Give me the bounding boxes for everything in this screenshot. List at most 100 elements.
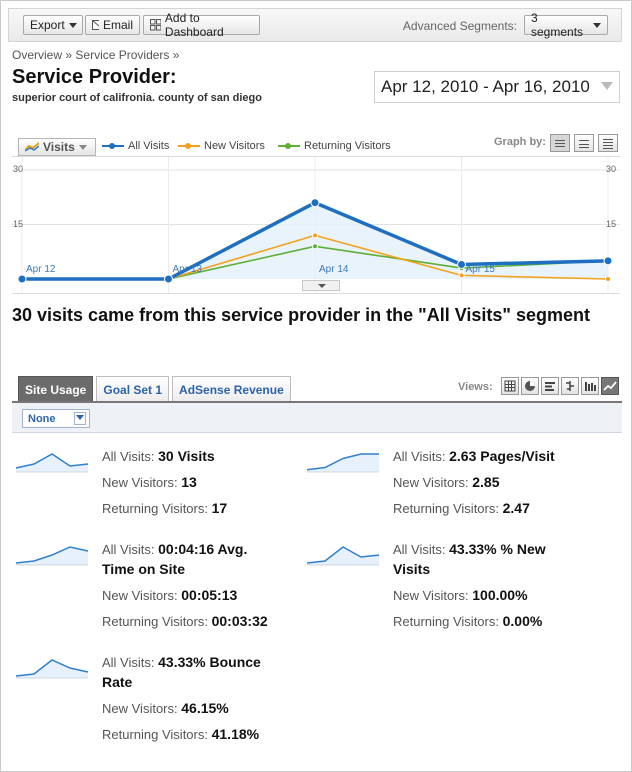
graph-metric-selector[interactable]: Visits	[18, 138, 96, 156]
metric-value: 00:05:13	[181, 587, 238, 603]
graph-by-day-button[interactable]	[550, 134, 570, 152]
metric-label: All Visits:	[102, 542, 155, 557]
pie-view-icon[interactable]	[521, 377, 539, 395]
x-tick-label: Apr 15	[465, 264, 495, 275]
metric-label: New Visitors:	[102, 475, 178, 490]
data-point	[457, 259, 466, 269]
breadcrumb-service-providers[interactable]: Service Providers	[75, 48, 170, 62]
sparkline-icon[interactable]	[307, 539, 383, 569]
metric-label: New Visitors:	[393, 588, 469, 603]
metric-line: All Visits: 43.33% % New	[393, 539, 546, 560]
metric-label: Returning Visitors:	[393, 501, 499, 516]
metric-line: Time on Site	[102, 559, 185, 580]
views-label: Views:	[458, 381, 493, 393]
legend-label: All Visits	[128, 140, 170, 152]
metric-label: Returning Visitors:	[102, 727, 208, 742]
data-point	[458, 272, 465, 279]
metric-value: 0.00%	[502, 613, 543, 629]
metric-label: Returning Visitors:	[393, 614, 499, 629]
x-tick-label: Apr 14	[319, 264, 349, 275]
legend-swatch-icon	[178, 141, 200, 151]
metric-value: 43.33% Bounce	[158, 654, 261, 670]
metric-line: Returning Visitors: 2.47	[393, 498, 530, 519]
metric-value: 00:03:32	[211, 613, 268, 629]
metric-value: Time on Site	[102, 561, 185, 577]
metric-line: Returning Visitors: 0.00%	[393, 611, 542, 632]
report-toolbar: Export Email Add to Dashboard Advanced S…	[8, 8, 622, 42]
metric-label: Returning Visitors:	[102, 614, 208, 629]
breadcrumb-overview[interactable]: Overview	[12, 48, 63, 62]
performance-view-icon[interactable]	[601, 377, 619, 395]
metric-value: 41.18%	[211, 726, 260, 742]
metric-line: All Visits: 00:04:16 Avg.	[102, 539, 247, 560]
tab-adsense-revenue[interactable]: AdSense Revenue	[172, 376, 291, 402]
data-point	[310, 198, 320, 208]
segments-dropdown[interactable]: 3 segments	[524, 11, 608, 39]
legend-swatch-icon	[102, 141, 124, 151]
bar-view-icon[interactable]	[541, 377, 559, 395]
metric-label: New Visitors:	[102, 701, 178, 716]
export-button[interactable]: Export	[23, 15, 83, 35]
metric-label: All Visits:	[102, 449, 155, 464]
chevron-down-icon	[78, 144, 87, 150]
tab-goal-set-1[interactable]: Goal Set 1	[96, 376, 170, 402]
metric-value: 30 Visits	[158, 448, 215, 464]
metric-line: New Visitors: 13	[102, 472, 197, 493]
term-cloud-view-icon[interactable]	[581, 377, 599, 395]
graph-by-week-button[interactable]	[574, 134, 594, 152]
advanced-segments-label: Advanced Segments:	[402, 19, 517, 33]
collapse-graph-button[interactable]	[302, 280, 340, 291]
table-view-icon[interactable]	[501, 377, 519, 395]
metric-value: 43.33% % New	[449, 541, 546, 557]
data-point	[312, 243, 318, 250]
sparkline-icon[interactable]	[307, 446, 383, 476]
metric-label: New Visitors:	[102, 588, 178, 603]
legend-item[interactable]: Returning Visitors	[278, 140, 391, 152]
series-area	[22, 202, 608, 279]
metric-label: New Visitors:	[393, 475, 469, 490]
legend-label: Returning Visitors	[304, 140, 391, 152]
filter-dropdown[interactable]: None	[22, 409, 90, 428]
metric-line: Rate	[102, 672, 132, 693]
metric-label: All Visits:	[102, 655, 155, 670]
metric-label: Returning Visitors:	[102, 501, 208, 516]
tab-site-usage[interactable]: Site Usage	[18, 376, 94, 402]
metric-value: 17	[211, 500, 228, 516]
metric-label: All Visits:	[393, 449, 446, 464]
legend-item[interactable]: All Visits	[102, 140, 169, 152]
report-tabs: Site Usage Goal Set 1 AdSense Revenue	[18, 376, 291, 402]
export-label: Export	[30, 18, 65, 32]
metric-value: Visits	[393, 561, 431, 577]
metric-line: Returning Visitors: 17	[102, 498, 227, 519]
date-range-picker[interactable]: Apr 12, 2010 - Apr 16, 2010	[374, 71, 620, 103]
date-range-value: Apr 12, 2010 - Apr 16, 2010	[381, 77, 590, 96]
legend-item[interactable]: New Visitors	[178, 140, 265, 152]
add-to-dashboard-button[interactable]: Add to Dashboard	[143, 11, 260, 39]
data-point	[603, 256, 613, 266]
comparison-view-icon[interactable]	[561, 377, 579, 395]
graph-by-label: Graph by:	[494, 136, 546, 148]
sparkline-icon[interactable]	[16, 539, 92, 569]
metric-line: New Visitors: 100.00%	[393, 585, 528, 606]
filter-bar: None	[12, 401, 622, 433]
metric-value: 2.63 Pages/Visit	[449, 448, 555, 464]
metric-value: 00:04:16 Avg.	[158, 541, 248, 557]
metric-line: Returning Visitors: 41.18%	[102, 724, 259, 745]
chevron-down-icon	[601, 82, 613, 90]
email-button[interactable]: Email	[85, 15, 140, 35]
y-tick-label: 30	[606, 164, 617, 174]
sparkline-icon[interactable]	[16, 446, 92, 476]
sparkline-icon[interactable]	[16, 652, 92, 682]
graph-by-month-button[interactable]	[598, 134, 618, 152]
segments-value: 3 segments	[531, 11, 584, 39]
y-tick-label: 30	[13, 164, 24, 174]
breadcrumb: Overview » Service Providers »	[12, 48, 179, 62]
metric-line: Visits	[393, 559, 430, 580]
metric-label: All Visits:	[393, 542, 446, 557]
filter-value: None	[28, 412, 56, 425]
metric-line: New Visitors: 46.15%	[102, 698, 229, 719]
metric-value: 46.15%	[181, 700, 229, 716]
breadcrumb-separator: »	[65, 48, 73, 62]
data-point	[164, 274, 173, 284]
envelope-icon	[92, 20, 99, 30]
